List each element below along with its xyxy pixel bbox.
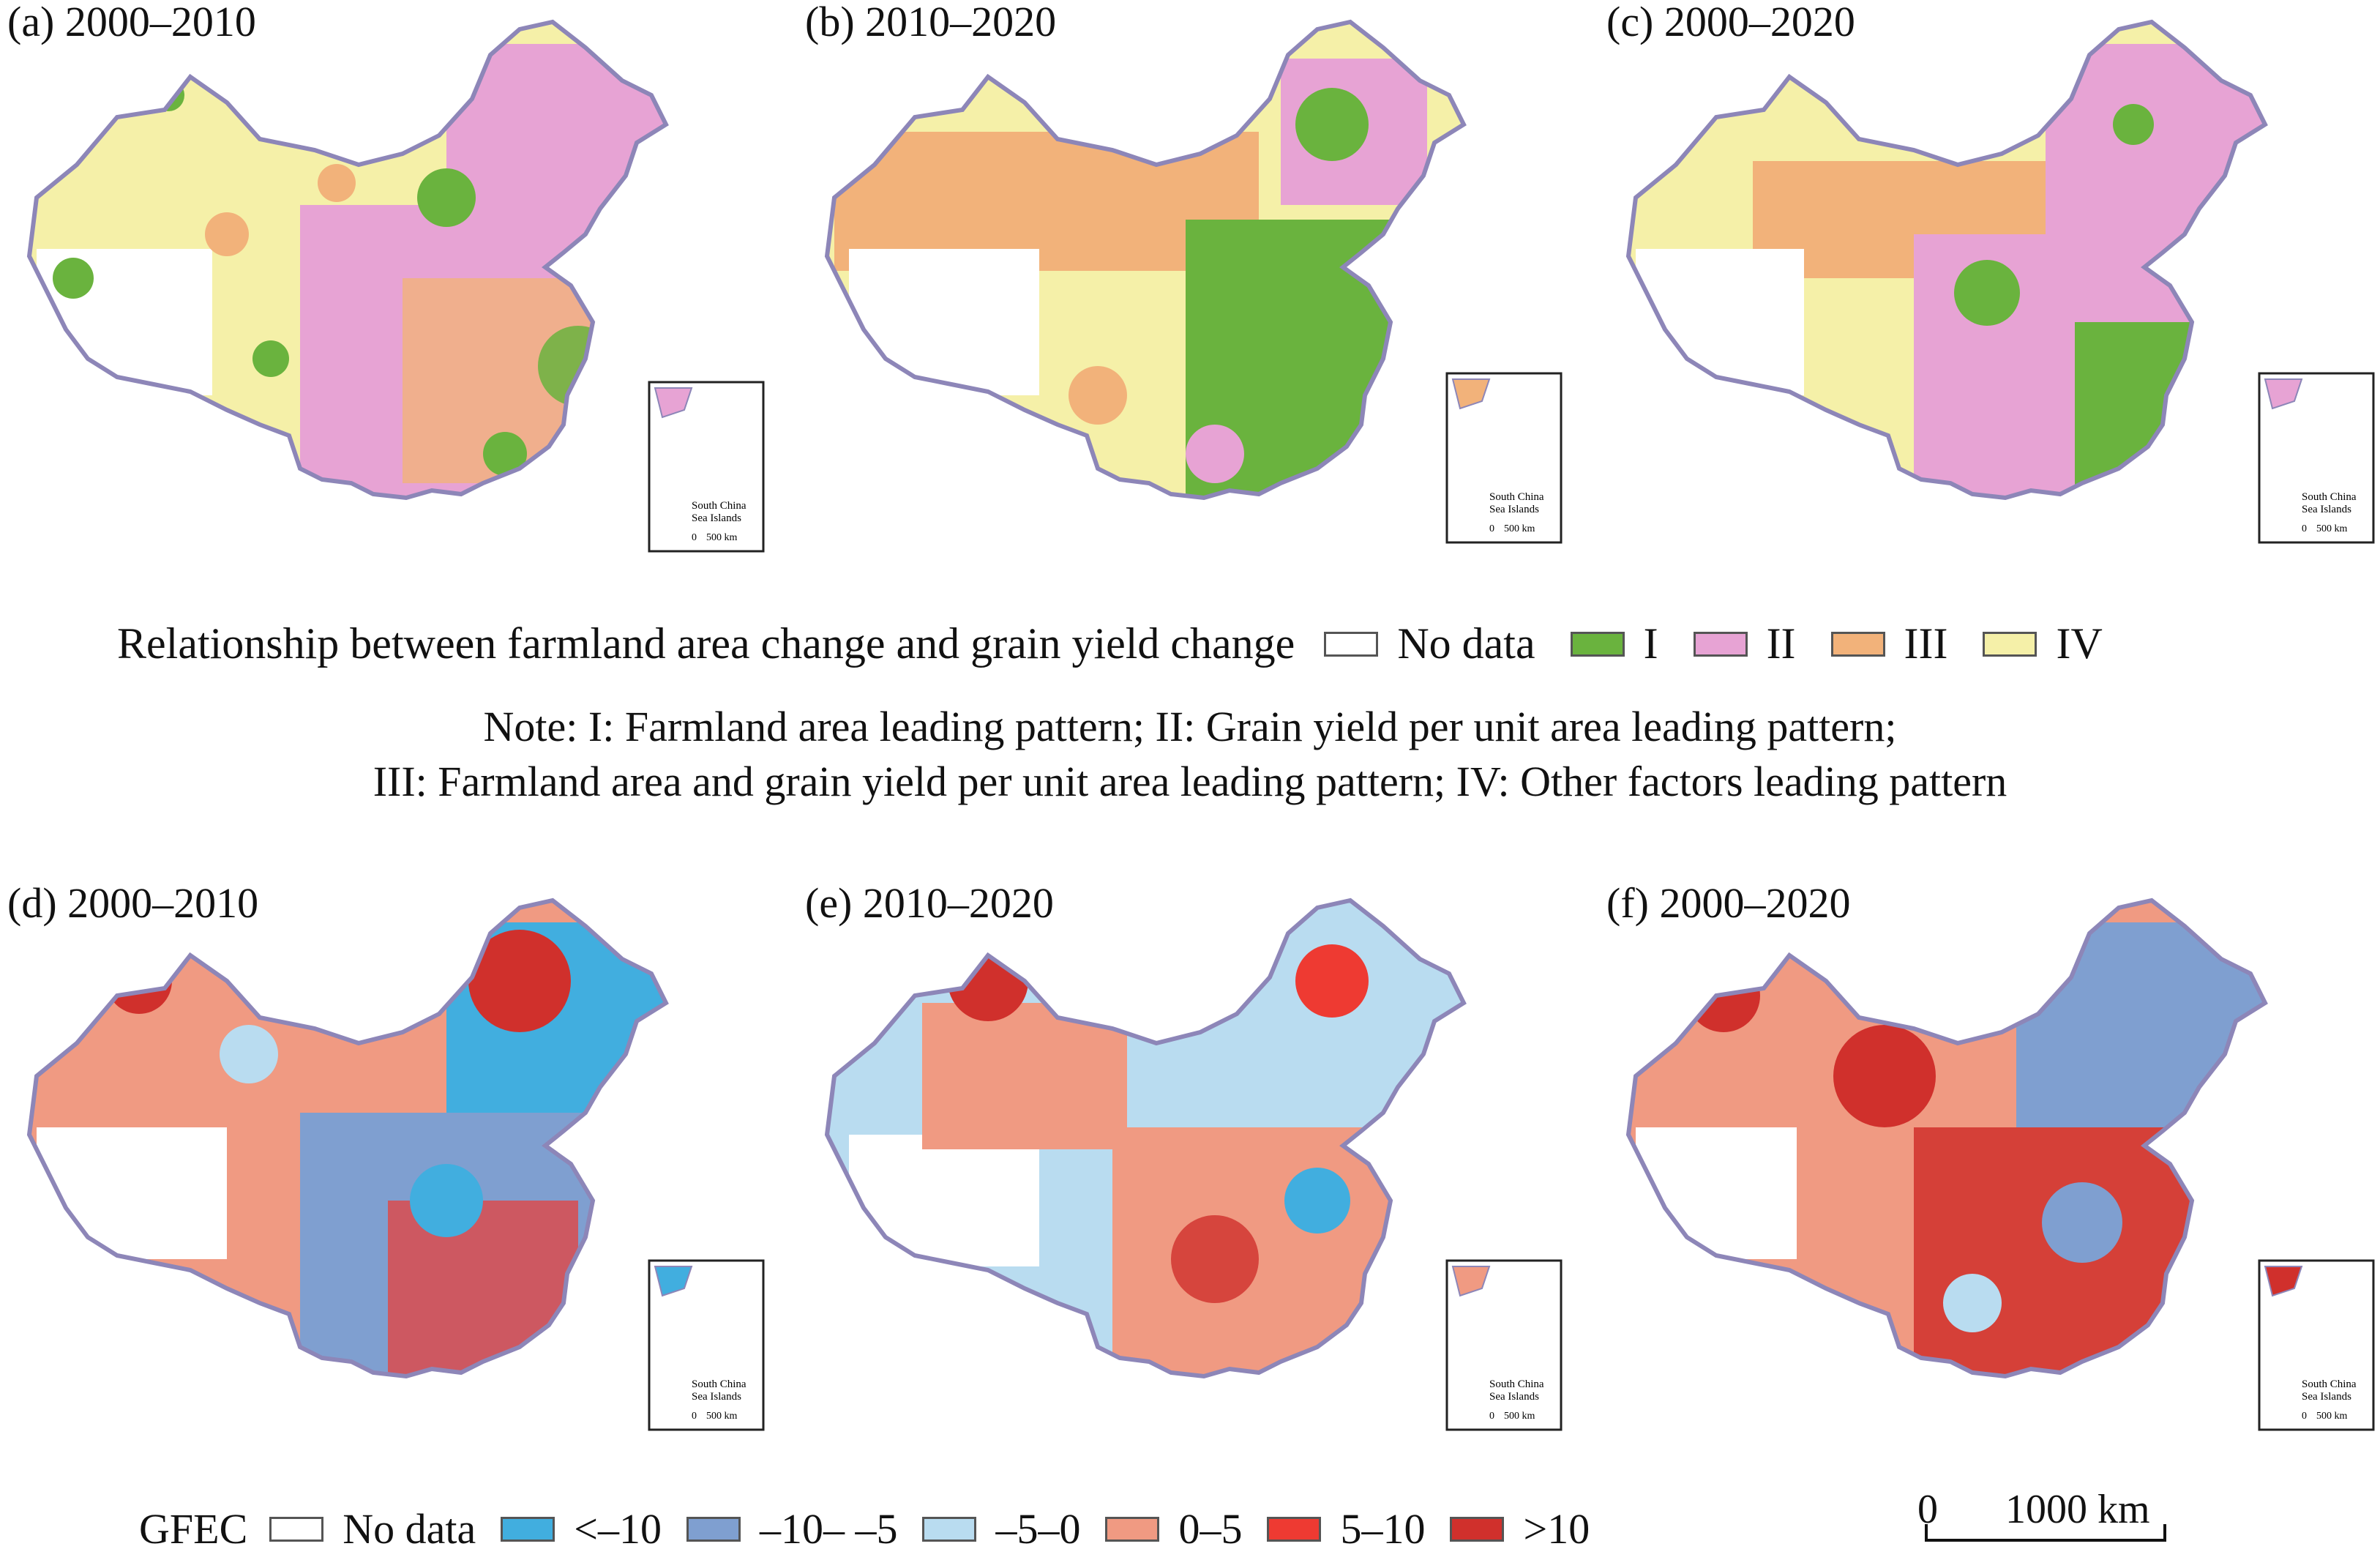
svg-text:500 km: 500 km (1504, 1411, 1535, 1422)
scale-bar-tick (1925, 1524, 1928, 1542)
legend-item-III: III (1830, 619, 1947, 669)
svg-text:500 km: 500 km (706, 1411, 738, 1422)
inset-d: South China Sea Islands 0 500 km (648, 1259, 765, 1431)
swatch (1324, 631, 1379, 657)
svg-text:South China: South China (692, 500, 746, 512)
swatch (501, 1516, 555, 1542)
svg-text:0: 0 (2302, 1411, 2307, 1422)
svg-text:0: 0 (692, 1411, 697, 1422)
legend-item-5-0: –5–0 (922, 1504, 1080, 1553)
legend-bottom: GFEC No data <–10 –10– –5 –5–0 0–5 5–10 … (139, 1504, 1590, 1553)
scale-bar-end: 1000 km (2005, 1487, 2150, 1532)
svg-text:500 km: 500 km (706, 532, 738, 543)
svg-text:500 km: 500 km (1504, 523, 1535, 534)
legend-item-0-5: 0–5 (1105, 1504, 1242, 1553)
legend-top-title: Relationship between farmland area chang… (117, 619, 1295, 668)
svg-text:Sea Islands: Sea Islands (1489, 1391, 1539, 1403)
legend-item-10-5: –10– –5 (686, 1504, 897, 1553)
scale-bar: 0 1000 km (1917, 1486, 2225, 1552)
legend-top: Relationship between farmland area chang… (117, 619, 2138, 669)
swatch (1830, 631, 1885, 657)
swatch (1693, 631, 1748, 657)
note-line-1: Note: I: Farmland area leading pattern; … (483, 703, 1897, 750)
swatch (1450, 1516, 1505, 1542)
svg-text:South China: South China (2302, 491, 2357, 503)
legend-bottom-title: GFEC (139, 1505, 248, 1553)
svg-text:0: 0 (1489, 1411, 1494, 1422)
scale-bar-tick (2163, 1524, 2166, 1542)
legend-item-lt-10: <–10 (501, 1504, 662, 1553)
svg-text:Sea Islands: Sea Islands (1489, 504, 1539, 515)
panel-title-b: (b) 2010–2020 (805, 0, 1057, 45)
map-a (7, 15, 695, 571)
legend-item-nodata: No data (1324, 619, 1535, 669)
inset-e: South China Sea Islands 0 500 km (1445, 1259, 1563, 1431)
map-b (805, 15, 1493, 571)
svg-text:0: 0 (1489, 523, 1494, 534)
svg-text:South China: South China (1489, 1378, 1544, 1390)
legend-item-I: I (1570, 619, 1658, 669)
svg-text:Sea Islands: Sea Islands (2302, 504, 2351, 515)
svg-text:Sea Islands: Sea Islands (692, 1391, 741, 1403)
legend-item-nodata: No data (269, 1504, 476, 1553)
svg-text:0: 0 (692, 532, 697, 543)
legend-item-II: II (1693, 619, 1796, 669)
legend-item-IV: IV (1983, 619, 2103, 669)
scale-bar-line (1925, 1539, 2166, 1542)
map-f (1606, 893, 2294, 1449)
svg-text:500 km: 500 km (2316, 1411, 2348, 1422)
swatch (1105, 1516, 1160, 1542)
swatch (1267, 1516, 1322, 1542)
svg-text:500 km: 500 km (2316, 523, 2348, 534)
svg-text:South China: South China (1489, 491, 1544, 503)
inset-b: South China Sea Islands 0 500 km (1445, 372, 1563, 544)
svg-text:0: 0 (2302, 523, 2307, 534)
swatch (686, 1516, 741, 1542)
panel-title-e: (e) 2010–2020 (805, 879, 1054, 927)
legend-item-gt-10: >10 (1450, 1504, 1590, 1553)
svg-text:South China: South China (2302, 1378, 2357, 1390)
map-d (7, 893, 695, 1449)
swatch (1570, 631, 1625, 657)
inset-c: South China Sea Islands 0 500 km (2258, 372, 2375, 544)
scale-bar-start: 0 (1917, 1487, 1938, 1532)
inset-a: South China Sea Islands 0 500 km (648, 381, 765, 553)
svg-text:South China: South China (692, 1378, 746, 1390)
swatch (922, 1516, 977, 1542)
panel-title-c: (c) 2000–2020 (1606, 0, 1855, 45)
panel-title-f: (f) 2000–2020 (1606, 879, 1851, 927)
inset-f: South China Sea Islands 0 500 km (2258, 1259, 2375, 1431)
svg-text:Sea Islands: Sea Islands (2302, 1391, 2351, 1403)
map-c (1606, 15, 2294, 571)
map-e (805, 893, 1493, 1449)
panel-title-d: (d) 2000–2010 (7, 879, 259, 927)
legend-item-5-10: 5–10 (1267, 1504, 1425, 1553)
panel-title-a: (a) 2000–2010 (7, 0, 256, 45)
svg-text:Sea Islands: Sea Islands (692, 512, 741, 524)
swatch (1983, 631, 2037, 657)
note-line-2: III: Farmland area and grain yield per u… (373, 758, 2007, 805)
swatch (269, 1516, 324, 1542)
